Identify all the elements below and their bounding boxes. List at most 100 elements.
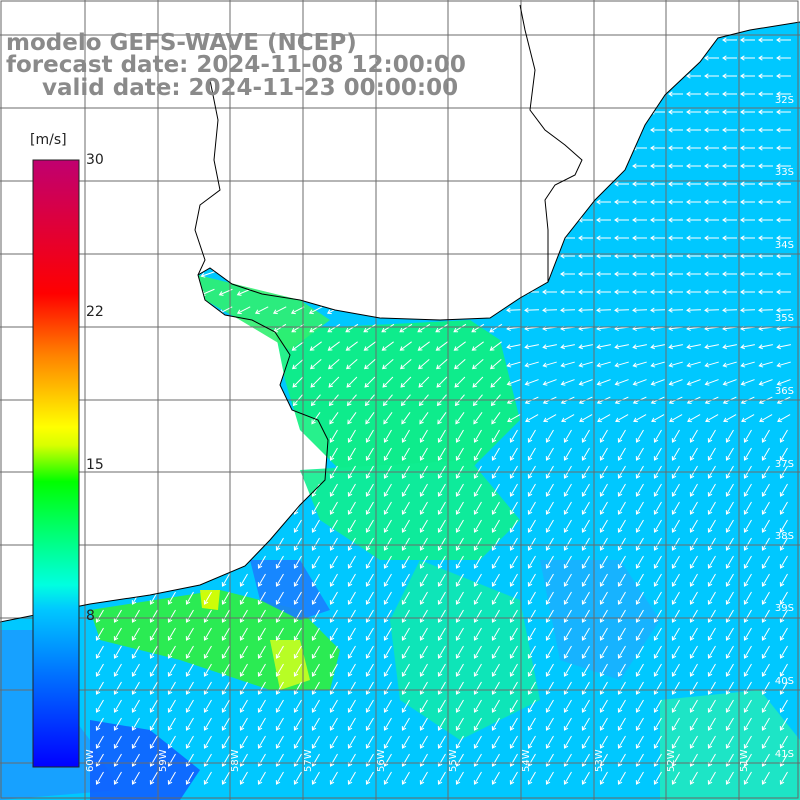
wind-arrow xyxy=(113,771,122,785)
wind-arrow xyxy=(761,501,770,515)
wind-arrow xyxy=(95,717,104,731)
wind-arrow xyxy=(131,681,140,695)
wind-arrow xyxy=(779,519,788,533)
wind-arrow xyxy=(347,699,356,713)
wind-arrow xyxy=(203,771,212,785)
wind-arrow xyxy=(561,414,575,423)
wind-arrow xyxy=(563,681,572,695)
wind-arrow xyxy=(740,145,755,151)
wind-arrow xyxy=(383,519,392,533)
wind-arrow xyxy=(579,414,593,423)
wind-arrow xyxy=(779,645,788,659)
wind-arrow xyxy=(383,412,393,425)
wind-arrow xyxy=(308,306,323,315)
wind-arrow xyxy=(632,289,647,295)
wind-arrow xyxy=(599,537,608,551)
wind-arrow xyxy=(473,645,482,659)
wind-arrow xyxy=(257,555,266,569)
wind-arrow xyxy=(689,573,698,587)
wind-arrow xyxy=(761,771,770,785)
valid-date: valid date: 2024-11-23 00:00:00 xyxy=(42,75,459,101)
wind-arrow xyxy=(776,91,791,97)
wind-arrow xyxy=(758,109,773,115)
wind-arrow xyxy=(614,361,629,368)
wind-arrow xyxy=(545,447,554,461)
wind-arrow xyxy=(722,55,737,61)
wind-arrow xyxy=(383,555,392,569)
wind-arrow xyxy=(365,699,374,713)
wind-arrow xyxy=(524,361,539,368)
wind-arrow xyxy=(473,555,482,569)
wind-arrow xyxy=(347,537,356,551)
wind-arrow xyxy=(401,609,410,623)
wind-arrow xyxy=(347,519,356,533)
wind-arrow xyxy=(758,361,773,368)
wind-arrow xyxy=(707,573,716,587)
wind-arrow xyxy=(704,91,719,97)
wind-arrow xyxy=(560,235,575,241)
wind-arrow xyxy=(617,645,626,659)
wind-arrow xyxy=(221,735,230,749)
wind-arrow xyxy=(743,483,752,497)
wind-arrow xyxy=(149,645,158,659)
wind-arrow xyxy=(401,555,410,569)
wind-arrow xyxy=(365,537,374,551)
wind-arrow xyxy=(599,483,608,497)
wind-arrow xyxy=(686,163,701,169)
wind-arrow xyxy=(401,717,410,731)
wind-arrow xyxy=(221,627,230,641)
wind-arrow xyxy=(346,376,358,388)
wind-arrow xyxy=(221,609,230,623)
wind-arrow xyxy=(671,663,680,677)
wind-arrow xyxy=(257,699,266,713)
speed-patch-cyan xyxy=(660,690,800,800)
wind-arrow xyxy=(311,699,320,713)
wind-arrow xyxy=(776,289,791,295)
wind-arrow xyxy=(707,699,716,713)
wind-arrow xyxy=(725,663,734,677)
wind-arrow xyxy=(668,307,684,313)
wind-arrow xyxy=(653,663,662,677)
wind-arrow xyxy=(329,483,338,497)
wind-arrow xyxy=(758,55,773,61)
wind-arrow xyxy=(383,663,392,677)
wind-arrow xyxy=(275,573,284,587)
speed-patch-green xyxy=(198,275,330,350)
speed-patch-cyan xyxy=(390,560,540,740)
wind-arrow xyxy=(95,735,104,749)
wind-arrow xyxy=(650,271,665,277)
wind-arrow xyxy=(491,519,500,533)
wind-arrow xyxy=(437,412,447,425)
wind-arrow xyxy=(239,681,248,695)
wind-arrow xyxy=(471,323,485,333)
border-path xyxy=(519,4,583,282)
lat-label: 37S xyxy=(774,459,794,470)
wind-arrow xyxy=(455,627,464,641)
wind-arrow xyxy=(653,609,662,623)
wind-arrow xyxy=(293,519,302,533)
wind-arrow xyxy=(581,447,590,461)
wind-arrow xyxy=(239,627,248,641)
wind-arrow xyxy=(743,627,752,641)
wind-arrow xyxy=(473,447,482,461)
wind-arrow xyxy=(455,447,464,461)
wind-arrow xyxy=(743,447,752,461)
wind-arrow xyxy=(292,376,304,388)
wind-arrow xyxy=(365,519,374,533)
wind-arrow xyxy=(776,73,791,79)
wind-arrow xyxy=(254,306,269,315)
wind-arrow xyxy=(221,699,230,713)
wind-arrow xyxy=(454,359,466,370)
wind-arrow xyxy=(309,341,322,351)
wind-arrow xyxy=(527,447,536,461)
wind-arrow xyxy=(329,573,338,587)
wind-arrow xyxy=(542,344,557,350)
wind-arrow xyxy=(632,163,647,169)
wind-arrow xyxy=(293,663,302,677)
wind-arrow xyxy=(650,163,665,169)
wind-arrow xyxy=(527,717,536,731)
wind-arrow xyxy=(776,344,791,350)
wind-arrow xyxy=(203,663,212,677)
wind-arrow xyxy=(542,307,558,313)
wind-arrow xyxy=(581,735,590,749)
